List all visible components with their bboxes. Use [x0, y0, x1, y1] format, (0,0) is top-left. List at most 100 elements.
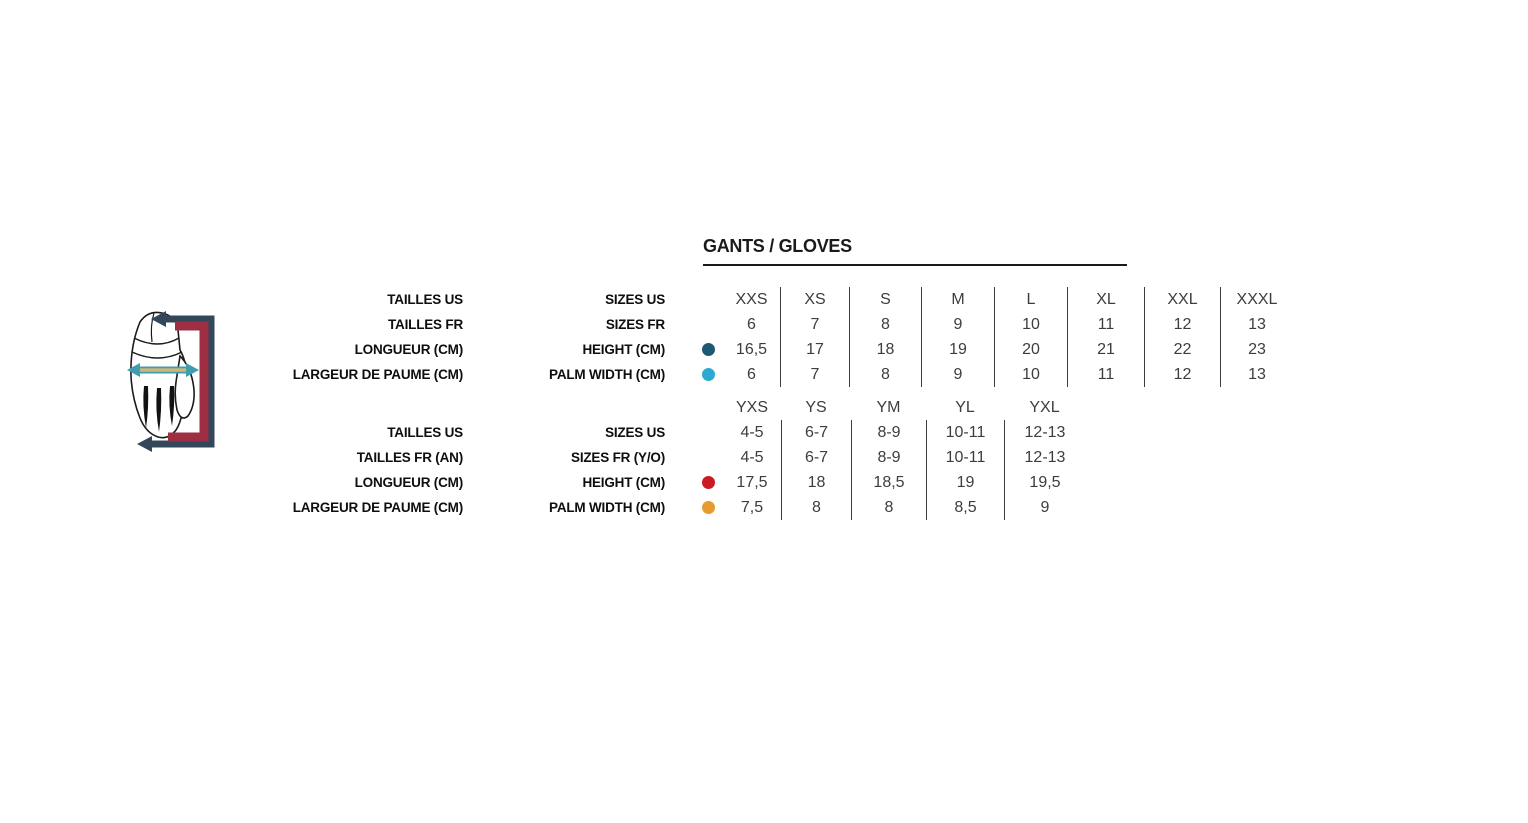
youth-size-table: YXS YS YM YL YXL TAILLES US SIZES US 4-5… — [290, 395, 1085, 520]
size-value: 17,5 — [736, 473, 768, 491]
page-title: GANTS / GLOVES — [703, 236, 852, 256]
row-label-en: SIZES US — [605, 292, 665, 307]
size-value: 10-11 — [926, 445, 1004, 470]
glove-cuff-line — [133, 337, 180, 345]
height-arrow-top-icon — [151, 311, 166, 327]
size-value: 7 — [780, 362, 849, 387]
dot-cell — [665, 495, 723, 520]
size-col-header: YL — [955, 398, 975, 416]
size-value: 9 — [921, 362, 994, 387]
size-value: 9 — [1004, 495, 1085, 520]
size-col-header: M — [921, 287, 994, 312]
finger-gap — [169, 386, 175, 426]
finger-gap — [156, 388, 162, 432]
size-value: 19 — [921, 337, 994, 362]
row-label-fr: LONGUEUR (CM) — [354, 342, 464, 357]
size-value: 8 — [849, 312, 921, 337]
size-value: 4-5 — [740, 423, 764, 441]
size-value: 9 — [921, 312, 994, 337]
palm-width-arrow-right-icon — [186, 363, 199, 377]
size-value: 7,5 — [740, 498, 764, 516]
size-value: 10-11 — [926, 420, 1004, 445]
size-col-header: YM — [876, 398, 901, 416]
size-col-header: S — [849, 287, 921, 312]
size-value: 8 — [781, 495, 851, 520]
size-value: 12-13 — [1004, 445, 1085, 470]
size-value: 22 — [1144, 337, 1220, 362]
glove-cuff-line — [131, 351, 183, 359]
size-value: 13 — [1220, 312, 1293, 337]
dot-spacer — [665, 445, 723, 470]
row-label-en: HEIGHT (CM) — [582, 475, 665, 490]
size-value: 19,5 — [1004, 470, 1085, 495]
size-value: 21 — [1067, 337, 1144, 362]
size-value: 8 — [849, 362, 921, 387]
palm-width-measure-dot — [702, 368, 715, 381]
row-label-en: PALM WIDTH (CM) — [549, 367, 665, 382]
size-col-header: XXL — [1144, 287, 1220, 312]
size-col-header: XXXL — [1220, 287, 1293, 312]
palm-width-arrow-left-icon — [127, 363, 140, 377]
row-label-en: SIZES FR (Y/O) — [571, 450, 665, 465]
glove-measurement-illustration — [127, 311, 215, 452]
row-label-fr: LONGUEUR (CM) — [354, 475, 464, 490]
dot-spacer — [665, 420, 723, 445]
size-value: 13 — [1220, 362, 1293, 387]
height-arrow-bracket — [150, 315, 215, 448]
size-value: 7 — [780, 312, 849, 337]
palm-width-measure-dot — [702, 501, 715, 514]
size-value: 6-7 — [781, 445, 851, 470]
height-measure-dot — [702, 343, 715, 356]
row-label-fr: TAILLES FR (AN) — [356, 450, 463, 465]
glove-cuff-line — [150, 312, 155, 343]
row-label-en: SIZES FR — [605, 317, 665, 332]
finger-gap — [143, 386, 149, 428]
row-label-en: SIZES US — [605, 425, 665, 440]
size-col-header: YXL — [1029, 398, 1060, 416]
row-label-fr: LARGEUR DE PAUME (CM) — [292, 500, 463, 515]
size-value: 12-13 — [1004, 420, 1085, 445]
row-label-fr: TAILLES US — [387, 425, 463, 440]
size-value: 17 — [780, 337, 849, 362]
spacer — [463, 395, 665, 420]
size-value: 6 — [747, 315, 756, 333]
size-value: 18 — [849, 337, 921, 362]
size-value: 23 — [1220, 337, 1293, 362]
size-value: 4-5 — [740, 448, 764, 466]
height-arrow-bottom-icon — [137, 436, 152, 452]
size-col-header: L — [994, 287, 1067, 312]
row-label-en: PALM WIDTH (CM) — [549, 500, 665, 515]
size-value: 20 — [994, 337, 1067, 362]
size-value: 18 — [781, 470, 851, 495]
row-label-en: HEIGHT (CM) — [582, 342, 665, 357]
dot-spacer — [665, 287, 723, 312]
size-value: 16,5 — [735, 340, 768, 358]
size-value: 8,5 — [926, 495, 1004, 520]
size-col-header: YXS — [735, 398, 768, 416]
size-value: 11 — [1067, 362, 1144, 387]
row-label-fr: LARGEUR DE PAUME (CM) — [292, 367, 463, 382]
size-value: 8-9 — [851, 420, 926, 445]
size-value: 6-7 — [781, 420, 851, 445]
spacer — [290, 395, 463, 420]
row-label-fr: TAILLES FR — [388, 317, 463, 332]
size-col-header: XL — [1067, 287, 1144, 312]
size-value: 6 — [747, 365, 756, 383]
dot-cell — [665, 337, 723, 362]
adult-size-table: TAILLES US SIZES US XXS XS S M L XL XXL … — [290, 287, 1293, 387]
size-col-header: XXS — [735, 290, 768, 308]
dot-spacer — [665, 395, 723, 420]
row-label-fr: TAILLES US — [387, 292, 463, 307]
height-measure-dot — [702, 476, 715, 489]
glove-icon — [130, 311, 195, 439]
title-underline — [703, 264, 1127, 266]
dot-cell — [665, 362, 723, 387]
size-value: 10 — [994, 312, 1067, 337]
size-col-header: XS — [780, 287, 849, 312]
glove-thumb-outline — [174, 354, 195, 419]
dot-spacer — [665, 312, 723, 337]
size-col-header: YS — [805, 398, 827, 416]
dot-cell — [665, 470, 723, 495]
size-value: 8-9 — [851, 445, 926, 470]
